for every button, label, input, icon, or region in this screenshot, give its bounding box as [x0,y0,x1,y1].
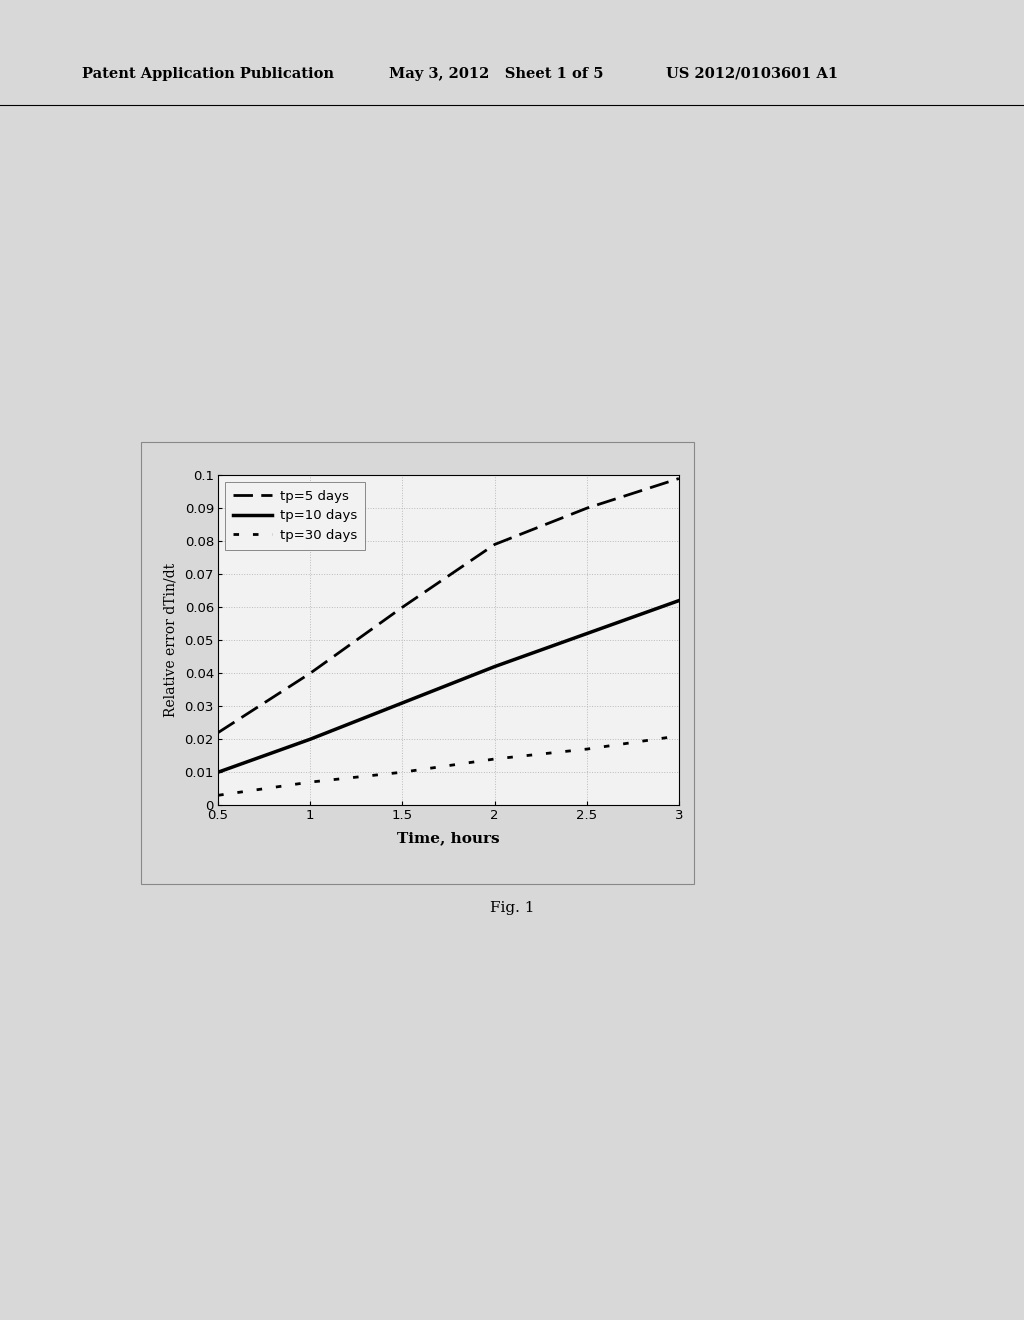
tp=10 days [212,764,224,780]
Text: Patent Application Publication: Patent Application Publication [82,67,334,81]
Text: May 3, 2012   Sheet 1 of 5: May 3, 2012 Sheet 1 of 5 [389,67,603,81]
Legend: tp=5 days, tp=10 days, tp=30 days: tp=5 days, tp=10 days, tp=30 days [224,482,366,550]
tp=10 days [488,659,501,675]
tp=10 days [304,731,316,747]
tp=10 days [581,626,593,642]
tp=5 days [673,471,685,487]
tp=30 days [488,751,501,767]
tp=5 days [581,500,593,516]
Line: tp=10 days: tp=10 days [218,601,679,772]
tp=30 days [212,787,224,803]
tp=30 days [673,727,685,743]
tp=5 days [396,599,409,615]
Text: US 2012/0103601 A1: US 2012/0103601 A1 [666,67,838,81]
tp=30 days [581,741,593,756]
Text: Fig. 1: Fig. 1 [489,902,535,915]
Line: tp=5 days: tp=5 days [218,479,679,733]
tp=30 days [304,774,316,789]
Line: tp=30 days: tp=30 days [218,735,679,795]
tp=5 days [304,665,316,681]
tp=5 days [212,725,224,741]
Y-axis label: Relative error dTin/dt: Relative error dTin/dt [164,564,177,717]
tp=30 days [396,764,409,780]
tp=10 days [396,694,409,710]
tp=10 days [673,593,685,609]
X-axis label: Time, hours: Time, hours [397,830,500,845]
tp=5 days [488,536,501,552]
